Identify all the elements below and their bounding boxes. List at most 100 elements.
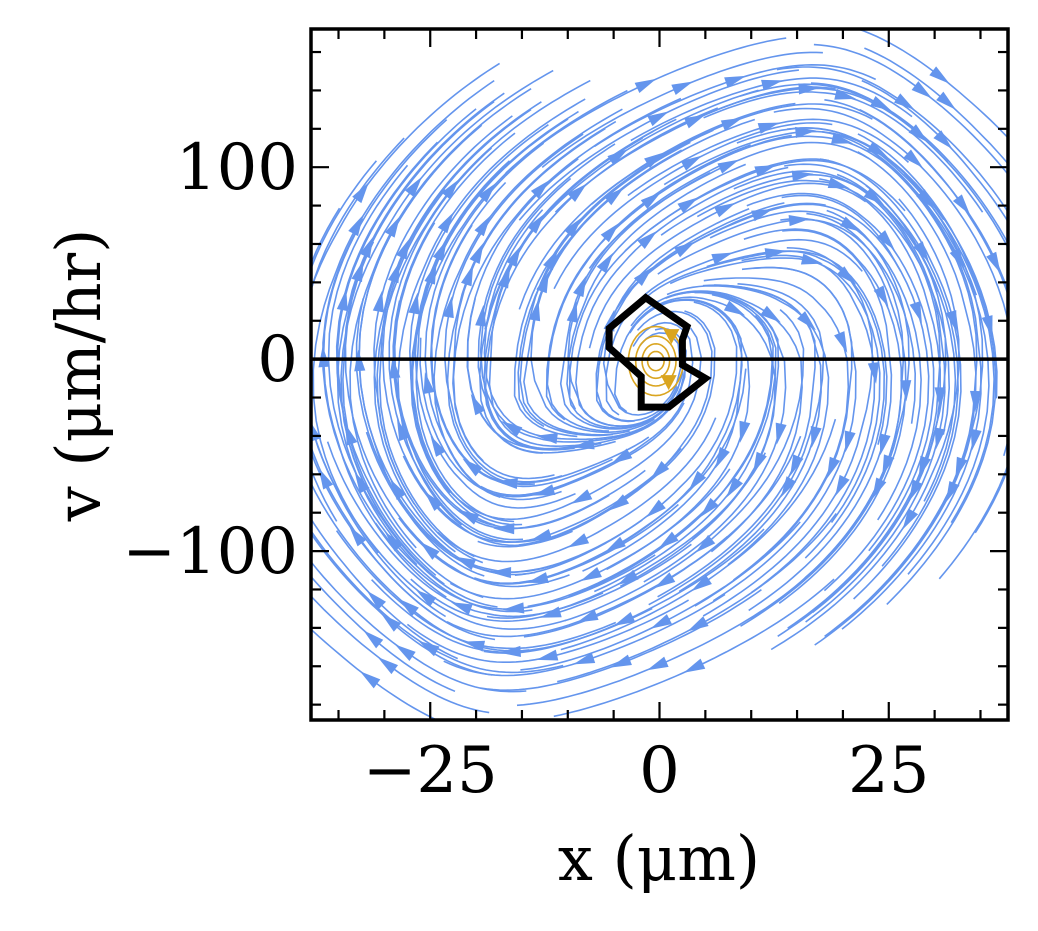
streamline-arrow bbox=[723, 300, 746, 316]
streamline-arrow bbox=[496, 477, 518, 490]
streamline-arrow bbox=[384, 531, 404, 552]
streamline-arrow bbox=[596, 252, 614, 274]
streamline-arrow bbox=[700, 497, 719, 518]
y-tick-label: 100 bbox=[176, 131, 298, 205]
streamline-arrow bbox=[573, 275, 587, 298]
streamline-arrow bbox=[969, 390, 982, 413]
y-tick-label: 0 bbox=[257, 323, 298, 397]
streamline-arrow bbox=[530, 179, 550, 199]
streamline-arrow bbox=[986, 251, 1001, 274]
trapped-orbit bbox=[646, 350, 665, 372]
streamline bbox=[484, 107, 719, 441]
streamline-arrow bbox=[753, 451, 767, 474]
streamline-arrow bbox=[945, 480, 960, 503]
streamline bbox=[666, 87, 949, 163]
streamline-arrow bbox=[408, 292, 420, 315]
streamline-arrow bbox=[788, 215, 811, 227]
streamline-arrow bbox=[739, 420, 751, 443]
trapped-orbits-layer bbox=[627, 325, 685, 397]
trapped-orbit bbox=[634, 335, 677, 387]
y-tick-labels: −100 0 100 bbox=[122, 131, 298, 589]
streamline-arrow bbox=[613, 611, 636, 626]
streamline-arrow bbox=[492, 523, 515, 535]
streamline-arrow bbox=[873, 285, 889, 307]
streamline-arrow bbox=[527, 213, 545, 234]
streamline-arrow bbox=[600, 222, 620, 243]
streamline-arrow bbox=[499, 645, 521, 658]
streamline-arrow bbox=[835, 474, 850, 497]
trapped-orbit-arrow bbox=[660, 375, 677, 391]
streamline-arrow bbox=[945, 310, 957, 333]
streamline-arrow bbox=[760, 305, 781, 323]
streamline-arrow bbox=[478, 182, 497, 203]
streamline-arrow bbox=[462, 458, 483, 477]
streamline-arrow bbox=[394, 644, 416, 662]
streamline-arrow bbox=[404, 176, 423, 197]
axis-ticks bbox=[311, 29, 1008, 720]
streamline-arrow bbox=[348, 214, 364, 237]
streamline-arrow bbox=[572, 438, 595, 450]
streamline-arrow bbox=[795, 126, 817, 139]
streamline bbox=[643, 291, 787, 583]
streamline-arrow bbox=[573, 652, 596, 665]
streamline-arrow bbox=[834, 88, 857, 100]
streamline bbox=[553, 578, 835, 718]
streamline-arrow bbox=[604, 536, 626, 553]
streamline-arrow bbox=[879, 433, 891, 456]
streamline-arrow bbox=[580, 567, 602, 582]
streamline-arrow bbox=[695, 534, 716, 553]
streamline-arrow bbox=[754, 164, 777, 178]
trapped-region-boundary bbox=[605, 293, 712, 411]
streamline-arrow bbox=[757, 122, 780, 134]
streamline-arrow bbox=[908, 124, 929, 143]
streamline-arrow bbox=[640, 191, 662, 210]
streamline-arrow bbox=[711, 252, 734, 265]
streamline-arrow bbox=[714, 202, 736, 218]
streamline-arrow bbox=[318, 345, 330, 368]
streamline bbox=[748, 229, 893, 612]
streamline-arrow bbox=[684, 114, 706, 129]
trapped-orbit-arrow bbox=[663, 329, 680, 345]
streamline-arrow bbox=[720, 117, 743, 131]
streamline-arrow bbox=[844, 430, 856, 453]
streamline bbox=[813, 43, 1008, 176]
streamline-arrow bbox=[780, 476, 797, 498]
streamline-arrow bbox=[501, 420, 523, 437]
streamline-arrow bbox=[424, 491, 443, 512]
streamline-arrow bbox=[536, 432, 558, 445]
streamline-arrow bbox=[680, 155, 703, 171]
streamline-arrow bbox=[359, 671, 381, 689]
streamline-arrow bbox=[867, 362, 879, 384]
streamline bbox=[311, 628, 439, 720]
streamline-arrow bbox=[637, 230, 658, 249]
streamline-arrow bbox=[903, 149, 923, 168]
streamline-arrow bbox=[536, 649, 559, 661]
streamline-arrow bbox=[396, 237, 411, 260]
streamline-arrow bbox=[790, 454, 804, 477]
streamline-arrow bbox=[900, 380, 912, 402]
streamline-arrow bbox=[607, 148, 629, 166]
streamline-arrow bbox=[936, 91, 956, 110]
streamline-arrow bbox=[934, 427, 946, 450]
streamline-arrow bbox=[576, 609, 599, 623]
streamline-arrow bbox=[564, 217, 582, 238]
x-tick-label: 25 bbox=[848, 734, 929, 808]
streamline-arrow bbox=[634, 78, 657, 93]
streamline-arrow bbox=[441, 179, 459, 200]
streamline bbox=[358, 172, 536, 576]
streamline-arrow bbox=[658, 531, 679, 549]
streamline-arrow bbox=[450, 602, 473, 615]
streamline bbox=[311, 595, 490, 714]
streamline-arrow bbox=[430, 435, 446, 457]
streamline-arrow bbox=[646, 656, 669, 671]
streamline-arrow bbox=[671, 81, 694, 95]
streamline-arrow bbox=[834, 331, 848, 353]
streamline-arrow bbox=[650, 461, 670, 480]
y-tick-label: −100 bbox=[122, 515, 298, 589]
streamline-arrow bbox=[647, 111, 669, 127]
streamline-arrow bbox=[442, 296, 454, 319]
streamline-arrow bbox=[502, 602, 525, 614]
streamline-arrow bbox=[827, 177, 850, 189]
streamline-arrow bbox=[423, 372, 435, 395]
streamline-arrow bbox=[352, 182, 369, 204]
